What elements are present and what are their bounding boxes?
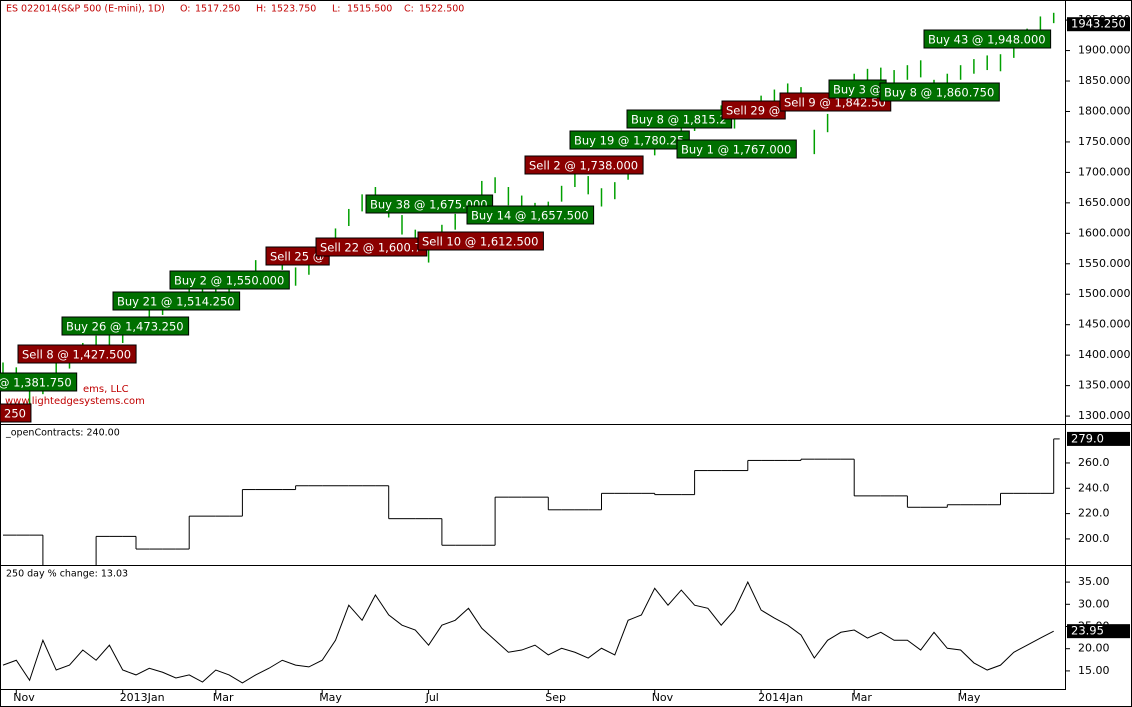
quote-name: L: (332, 4, 341, 15)
y-tick-label: 1900.000 (1078, 44, 1131, 57)
y-tick-label: 1500.000 (1078, 287, 1131, 300)
trade-label-box (0, 372, 78, 392)
y-tick-label: 1450.000 (1078, 318, 1131, 331)
y-tick-label: 1650.000 (1078, 196, 1131, 209)
trade-label-box (466, 205, 595, 225)
last-value-label: 23.95 (1071, 624, 1104, 638)
y-tick-label: 1800.000 (1078, 104, 1131, 117)
trade-label: Sell 10 @ 1,612.500 (422, 235, 538, 249)
trade-label-box (0, 403, 32, 423)
trade-label: Buy 8 @ 1,815.2 (631, 113, 727, 127)
y-tick-label: 200.0 (1078, 532, 1110, 545)
y-tick-label: 1600.000 (1078, 226, 1131, 239)
trade-label: Sell 8 @ 1,427.500 (22, 348, 131, 362)
x-tick-label: 2013Jan (120, 691, 165, 704)
trade-label-box (524, 155, 644, 175)
trade-label-box (417, 231, 544, 251)
trade-label: Buy 19 @ 1,780.25 (574, 134, 684, 148)
last-value-label: 279.0 (1071, 431, 1104, 445)
x-tick-label: May (958, 691, 981, 704)
trade-label: Buy 8 @ 1,860.750 (884, 86, 994, 100)
trade-label: Buy 2 @ 1,550.000 (174, 274, 284, 288)
trade-label-box (61, 316, 190, 336)
trade-label-box (112, 291, 241, 311)
trade-label: Sell 9 @ 1,842.50 (784, 96, 886, 110)
trade-label-box (169, 270, 290, 290)
y-tick-label: 1400.000 (1078, 348, 1131, 361)
y-tick-label: 220.0 (1078, 507, 1110, 520)
chart-title: ES 022014(S&P 500 (E-mini), 1D) (6, 4, 165, 15)
trade-label: Sell 2 @ 1,738.000 (529, 159, 638, 173)
y-tick-label: 1350.000 (1078, 379, 1131, 392)
trade-label: Buy 26 @ 1,473.250 (66, 320, 184, 334)
trade-label: Buy 43 @ 1,948.000 (928, 33, 1046, 47)
pct-change-panel (2, 580, 1054, 684)
y-tick-label: 1850.000 (1078, 74, 1131, 87)
x-tick-label: Nov (13, 691, 35, 704)
y-tick-label: 1550.000 (1078, 257, 1131, 270)
x-tick-label: Nov (652, 691, 674, 704)
trade-label: @ 1,381.750 (0, 376, 72, 390)
quote-value: 1523.750 (271, 4, 316, 15)
trade-label-box (17, 344, 137, 364)
trade-label: Sell 29 @ (726, 104, 780, 118)
trade-label: Buy 21 @ 1,514.250 (117, 295, 235, 309)
y-tick-label: 30.00 (1078, 597, 1110, 610)
quote-name: C: (404, 4, 414, 15)
y-tick-label: 260.0 (1078, 456, 1110, 469)
y-tick-label: 1300.000 (1078, 409, 1131, 422)
trade-label: Buy 38 @ 1,675.000 (370, 198, 488, 212)
quote-name: H: (256, 4, 266, 15)
y-tick-label: 20.00 (1078, 642, 1110, 655)
x-tick-label: Sep (545, 691, 566, 704)
trade-label-box (879, 82, 1000, 102)
quote-value: 1522.500 (419, 4, 464, 15)
quote-name: O: (180, 4, 191, 15)
watermark: ems, LLC (83, 384, 129, 395)
x-tick-label: Jul (425, 691, 439, 704)
quote-value: 1515.500 (347, 4, 392, 15)
y-tick-label: 35.00 (1078, 575, 1110, 588)
panel-title: 250 day % change: 13.03 (6, 569, 128, 580)
panel-title: _openContracts: 240.00 (5, 428, 120, 439)
axes: 1300.000 1350.000 1400.000 1450.000 1500.000… (13, 13, 1130, 704)
last-value-label: 1943.250 (1071, 17, 1126, 31)
y-tick-label: 15.00 (1078, 664, 1110, 677)
trade-label-box (676, 139, 797, 159)
trade-label: Sell 25 @ (270, 250, 324, 264)
x-tick-label: Mar (851, 691, 872, 704)
watermark: www.lightedgesystems.com (5, 396, 145, 407)
y-tick-label: 1700.000 (1078, 165, 1131, 178)
trade-label: 250 (4, 407, 26, 421)
y-tick-label: 240.0 (1078, 481, 1110, 494)
trade-label: Buy 1 @ 1,767.000 (681, 143, 791, 157)
last-value-tag (1067, 431, 1130, 446)
trade-label-box (365, 194, 494, 214)
trade-label: Buy 14 @ 1,657.500 (471, 209, 589, 223)
y-tick-label: 1750.000 (1078, 135, 1131, 148)
pct-line (2, 580, 1054, 684)
trade-label-box (923, 29, 1052, 49)
x-tick-label: Mar (213, 691, 234, 704)
last-value-tag (1067, 624, 1130, 639)
last-value-tag (1067, 17, 1130, 32)
x-tick-label: May (319, 691, 342, 704)
x-tick-label: 2014Jan (758, 691, 803, 704)
trade-label: Buy 3 @ (833, 83, 881, 97)
trade-label: Sell 22 @ 1,600.7 (320, 241, 422, 255)
open-contracts-panel (3, 438, 1060, 565)
quote-value: 1517.250 (195, 4, 240, 15)
